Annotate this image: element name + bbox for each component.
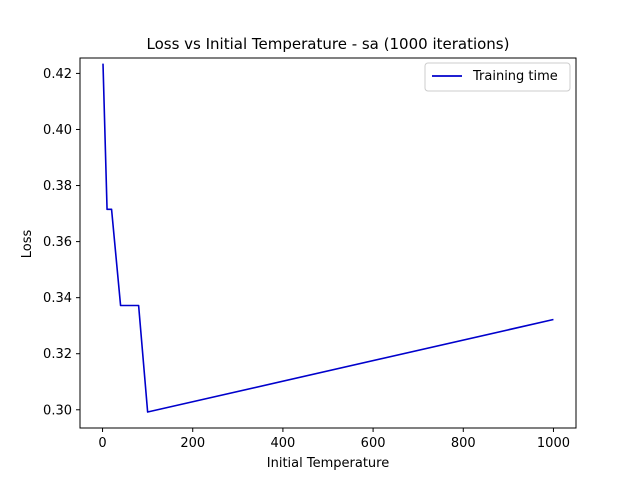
y-tick-label: 0.36: [43, 235, 72, 250]
x-tick-label: 200: [180, 436, 205, 451]
x-tick-label: 800: [451, 436, 476, 451]
y-tick-label: 0.40: [43, 123, 72, 138]
x-axis-label: Initial Temperature: [267, 456, 389, 471]
chart-title: Loss vs Initial Temperature - sa (1000 i…: [147, 35, 510, 53]
y-axis-label: Loss: [20, 230, 35, 259]
x-tick-label: 0: [98, 436, 106, 451]
y-tick-label: 0.34: [43, 291, 72, 306]
axes-frame: [79, 57, 577, 429]
x-tick-label: 400: [270, 436, 295, 451]
legend: Training time: [424, 62, 571, 92]
y-tick-label: 0.30: [43, 403, 72, 418]
series-line-0: [102, 63, 554, 413]
x-tick-label: 600: [361, 436, 386, 451]
x-tick-label: 1000: [537, 436, 570, 451]
legend-label-training-time: Training time: [472, 69, 558, 84]
y-tick-label: 0.32: [43, 347, 72, 362]
y-tick-label: 0.42: [43, 67, 72, 82]
axes: 0 200 400 600 800 1000 0.30 0.32 0.34 0.36 0.38 0.4…: [43, 57, 577, 451]
y-tick-label: 0.38: [43, 179, 72, 194]
plot-area: [102, 63, 554, 413]
legend-box: [424, 62, 571, 92]
